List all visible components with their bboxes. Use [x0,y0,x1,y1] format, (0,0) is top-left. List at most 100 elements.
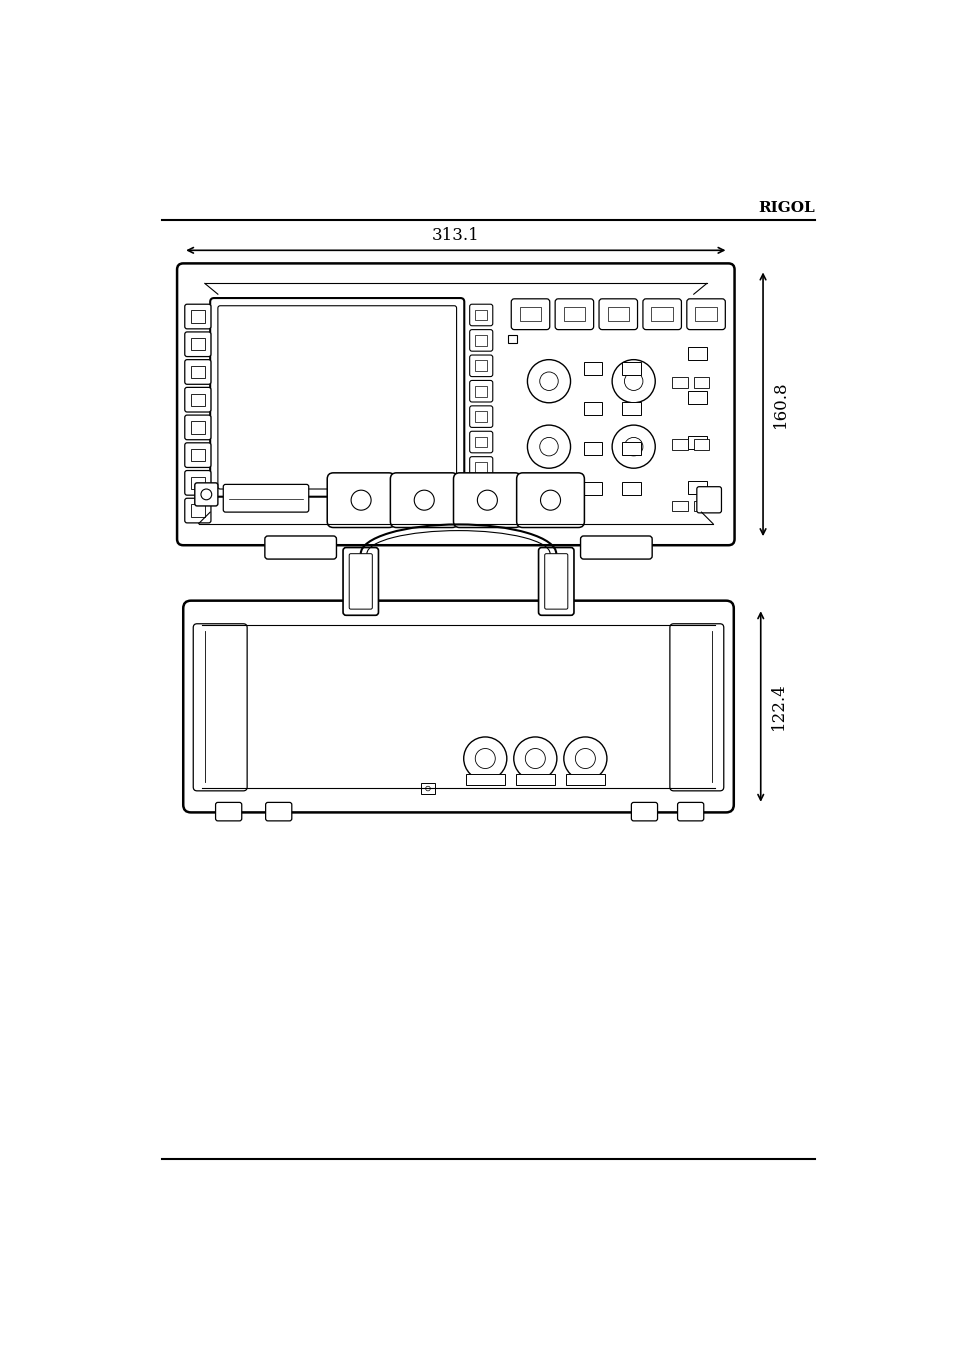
Bar [688,480,706,493]
Circle shape [624,437,642,456]
FancyBboxPatch shape [469,431,493,453]
FancyBboxPatch shape [265,537,336,559]
Bar [672,439,687,450]
FancyBboxPatch shape [193,624,247,791]
Circle shape [414,491,434,510]
Bar [191,338,205,350]
FancyBboxPatch shape [185,387,211,412]
Text: RIGOL: RIGOL [757,201,814,214]
Bar [563,307,584,321]
FancyBboxPatch shape [210,298,464,496]
Bar [621,483,640,495]
FancyBboxPatch shape [469,380,493,402]
Circle shape [351,491,371,510]
Text: 122.4: 122.4 [769,682,786,731]
Circle shape [575,748,595,768]
Bar [475,411,487,422]
Bar [191,365,205,379]
Circle shape [624,372,642,391]
FancyBboxPatch shape [453,473,520,527]
FancyBboxPatch shape [349,554,372,609]
Circle shape [463,737,506,780]
FancyBboxPatch shape [185,442,211,468]
Circle shape [527,425,570,468]
Circle shape [563,737,606,780]
Bar [583,483,601,495]
FancyBboxPatch shape [511,299,549,330]
Text: 313.1: 313.1 [432,228,479,244]
Circle shape [540,491,560,510]
Circle shape [475,748,495,768]
Bar [191,421,205,434]
FancyBboxPatch shape [469,330,493,352]
Bar [621,442,640,456]
Bar [672,377,687,388]
Bar [475,437,487,448]
Circle shape [514,737,557,780]
FancyBboxPatch shape [185,360,211,384]
Circle shape [612,360,655,403]
Bar [693,500,708,511]
Circle shape [527,360,570,403]
Bar [475,386,487,396]
Bar [191,504,205,516]
FancyBboxPatch shape [669,624,723,791]
Bar [191,449,205,461]
FancyBboxPatch shape [177,263,734,545]
FancyBboxPatch shape [598,299,637,330]
Bar [475,360,487,371]
Circle shape [476,491,497,510]
FancyBboxPatch shape [390,473,457,527]
Circle shape [539,372,558,391]
Bar [583,442,601,456]
FancyBboxPatch shape [194,483,217,506]
FancyBboxPatch shape [469,406,493,427]
Bar [475,310,487,321]
Bar [519,307,540,321]
FancyBboxPatch shape [185,415,211,439]
FancyBboxPatch shape [469,305,493,326]
FancyBboxPatch shape [538,547,574,615]
Bar [693,439,708,450]
Text: 160.8: 160.8 [772,380,788,429]
Bar [672,500,687,511]
FancyBboxPatch shape [183,601,733,813]
Bar [621,363,640,375]
Bar [420,783,435,794]
Circle shape [525,748,545,768]
FancyBboxPatch shape [185,305,211,329]
Bar [695,307,716,321]
Bar [191,477,205,489]
FancyBboxPatch shape [343,547,378,615]
FancyBboxPatch shape [265,802,292,821]
Bar [565,774,604,785]
FancyBboxPatch shape [686,299,724,330]
Circle shape [612,425,655,468]
FancyBboxPatch shape [215,802,241,821]
FancyBboxPatch shape [555,299,593,330]
FancyBboxPatch shape [469,355,493,376]
Bar [475,336,487,346]
Bar [516,774,554,785]
FancyBboxPatch shape [185,470,211,495]
FancyBboxPatch shape [469,457,493,479]
FancyBboxPatch shape [185,499,211,523]
FancyBboxPatch shape [223,484,309,512]
FancyBboxPatch shape [580,537,652,559]
Circle shape [425,786,430,791]
Bar [583,402,601,415]
FancyBboxPatch shape [185,332,211,357]
Bar [621,402,640,415]
Bar [688,435,706,449]
Bar [475,488,487,499]
FancyBboxPatch shape [544,554,567,609]
Bar [607,307,628,321]
Bar [583,363,601,375]
FancyBboxPatch shape [696,487,720,512]
FancyBboxPatch shape [642,299,680,330]
Bar [191,310,205,322]
Bar [693,377,708,388]
FancyBboxPatch shape [517,473,584,527]
Circle shape [201,489,212,500]
Bar [191,394,205,406]
